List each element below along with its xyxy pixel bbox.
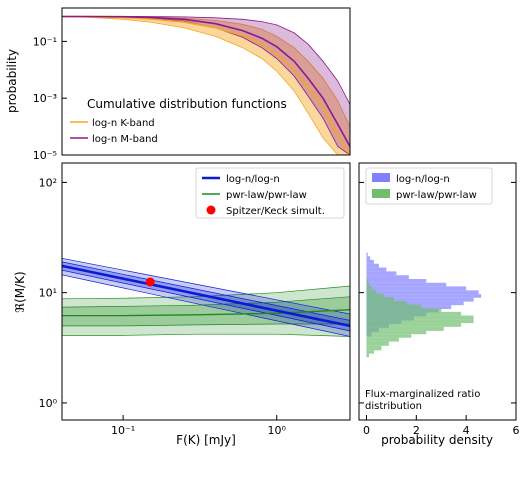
- hist-bar-pwr: [366, 341, 389, 346]
- ratio-frame: [61, 162, 351, 421]
- hist-bar-pwr: [366, 285, 372, 290]
- cdf-panel: 10⁻¹ 10⁻³ 10⁻⁵ probability Cumulative dist…: [5, 7, 351, 162]
- cdf-ytick-label: 10⁻³: [33, 92, 57, 105]
- hist-bar-pwr: [366, 278, 368, 283]
- hist-bar-pwr: [366, 326, 444, 331]
- hist-bar-pwr: [366, 289, 377, 294]
- cdf-title: Cumulative distribution functions: [87, 97, 287, 111]
- ratio-legend-box: [195, 167, 345, 219]
- ratio-xticks: 10⁻¹ 10⁰: [111, 415, 287, 437]
- ratio-xlabel: F(K) [mJy]: [176, 433, 236, 447]
- hist-bar-pwr: [366, 350, 374, 354]
- hist-bar-pwr: [366, 330, 427, 335]
- ratio-ytick-label: 10²: [39, 176, 57, 189]
- hist-bar-logn: [366, 279, 427, 283]
- hist-bar-pwr: [366, 304, 422, 309]
- hist-annotation: Flux-marginalized ratio distribution: [365, 389, 480, 412]
- hist-bar-pwr: [366, 337, 399, 342]
- hist-frame: [358, 162, 517, 421]
- hist-xlabel: probability density: [381, 433, 493, 447]
- hist-bar-pwr: [366, 334, 412, 338]
- hist-bar-logn: [366, 301, 464, 306]
- ratio-legend-spitzer-label: Spitzer/Keck simult.: [226, 206, 325, 217]
- hist-legend-logn-label: log-n/log-n: [396, 174, 450, 185]
- hist-bar-logn: [366, 294, 482, 298]
- cdf-yticks: 10⁻¹ 10⁻³ 10⁻⁵: [33, 35, 67, 162]
- ratio-ytick-label: 10¹: [39, 287, 57, 300]
- spitzer-keck-point: [145, 277, 155, 287]
- cdf-m-band-line: [62, 15, 351, 147]
- cdf-legend-m-label: log-n M-band: [92, 134, 158, 145]
- cdf-ytick-label: 10⁻¹: [33, 35, 57, 48]
- ratio-yticks: 10⁰ 10¹ 10²: [39, 176, 67, 410]
- hist-bar-pwr: [366, 308, 442, 312]
- ratio-legend: log-n/log-n pwr-law/pwr-law Spitzer/Keck…: [195, 167, 345, 219]
- hist-bar-logn: [366, 286, 467, 291]
- ratio-xtick-label: 10⁰: [268, 424, 287, 437]
- hist-panel: 0 2 4 6 probability density log-n/log-n pwr…: [358, 162, 520, 447]
- hist-legend-logn-swatch: [372, 173, 390, 182]
- hist-bar-logn: [366, 263, 379, 268]
- hist-bar-logn: [366, 267, 387, 272]
- ratio-legend-spitzer-swatch: [206, 205, 216, 215]
- hist-bar-pwr: [366, 282, 369, 286]
- hist-bar-pwr: [366, 311, 462, 316]
- cdf-lines: [61, 15, 351, 156]
- ratio-lines: [61, 264, 351, 328]
- hist-bar-pwr: [366, 315, 474, 320]
- hist-xtick-label: 2: [413, 424, 420, 437]
- hist-bar-logn: [366, 256, 371, 260]
- hist-bar-pwr: [366, 345, 382, 351]
- hist-bar-pwr: [366, 353, 369, 358]
- hist-bar-pwr: [366, 323, 462, 327]
- hist-bar-logn: [366, 290, 479, 295]
- hist-legend: log-n/log-n pwr-law/pwr-law: [365, 167, 493, 205]
- cdf-ytick-label: 10⁻⁵: [33, 149, 57, 162]
- hist-xtick-label: 0: [363, 424, 370, 437]
- cdf-legend-k-label: log-n K-band: [92, 118, 155, 129]
- ratio-xtick-label: 10⁻¹: [111, 424, 135, 437]
- hist-ymarks: [359, 181, 516, 404]
- cdf-frame: [61, 7, 351, 156]
- hist-legend-pwr-swatch: [372, 189, 390, 198]
- ratio-ylabel: ℜ(M/K): [13, 271, 27, 312]
- hist-bar-logn: [366, 271, 397, 276]
- hist-bar-logn: [366, 297, 474, 302]
- hist-bar-pwr: [366, 301, 407, 305]
- ratio-points: [145, 277, 155, 287]
- ratio-ytick-label: 10⁰: [39, 397, 58, 410]
- hist-xtick-label: 6: [513, 424, 520, 437]
- hist-bar-pwr: [366, 293, 384, 298]
- ratio-panel: 10⁻¹ 10⁰ 10⁰ 10¹ 10² F(K) [mJy] ℜ(M/K) log-…: [13, 162, 351, 447]
- hist-legend-pwr-label: pwr-law/pwr-law: [396, 190, 477, 201]
- hist-bar-pwr: [366, 319, 474, 324]
- ratio-pwr-line: [62, 309, 351, 317]
- hist-xtick-label: 4: [463, 424, 470, 437]
- ratio-legend-logn-label: log-n/log-n: [226, 174, 280, 185]
- cdf-k-band-line: [61, 15, 351, 156]
- hist-bar-logn: [366, 259, 374, 264]
- ratio-logn-line: [61, 264, 351, 328]
- hist-legend-box: [365, 167, 493, 205]
- hist-bar-pwr: [366, 297, 394, 302]
- hist-bar-logn: [366, 252, 368, 257]
- cdf-plot-area: [62, 8, 350, 155]
- cdf-ylabel: probability: [5, 49, 19, 113]
- cdf-legend: log-n K-band log-n M-band: [70, 118, 158, 145]
- hist-xticks: 0 2 4 6: [363, 415, 520, 437]
- hist-bars: [366, 252, 482, 358]
- hist-bar-logn: [366, 275, 409, 280]
- ratio-legend-pwr-label: pwr-law/pwr-law: [226, 190, 307, 201]
- hist-bar-logn: [366, 282, 447, 287]
